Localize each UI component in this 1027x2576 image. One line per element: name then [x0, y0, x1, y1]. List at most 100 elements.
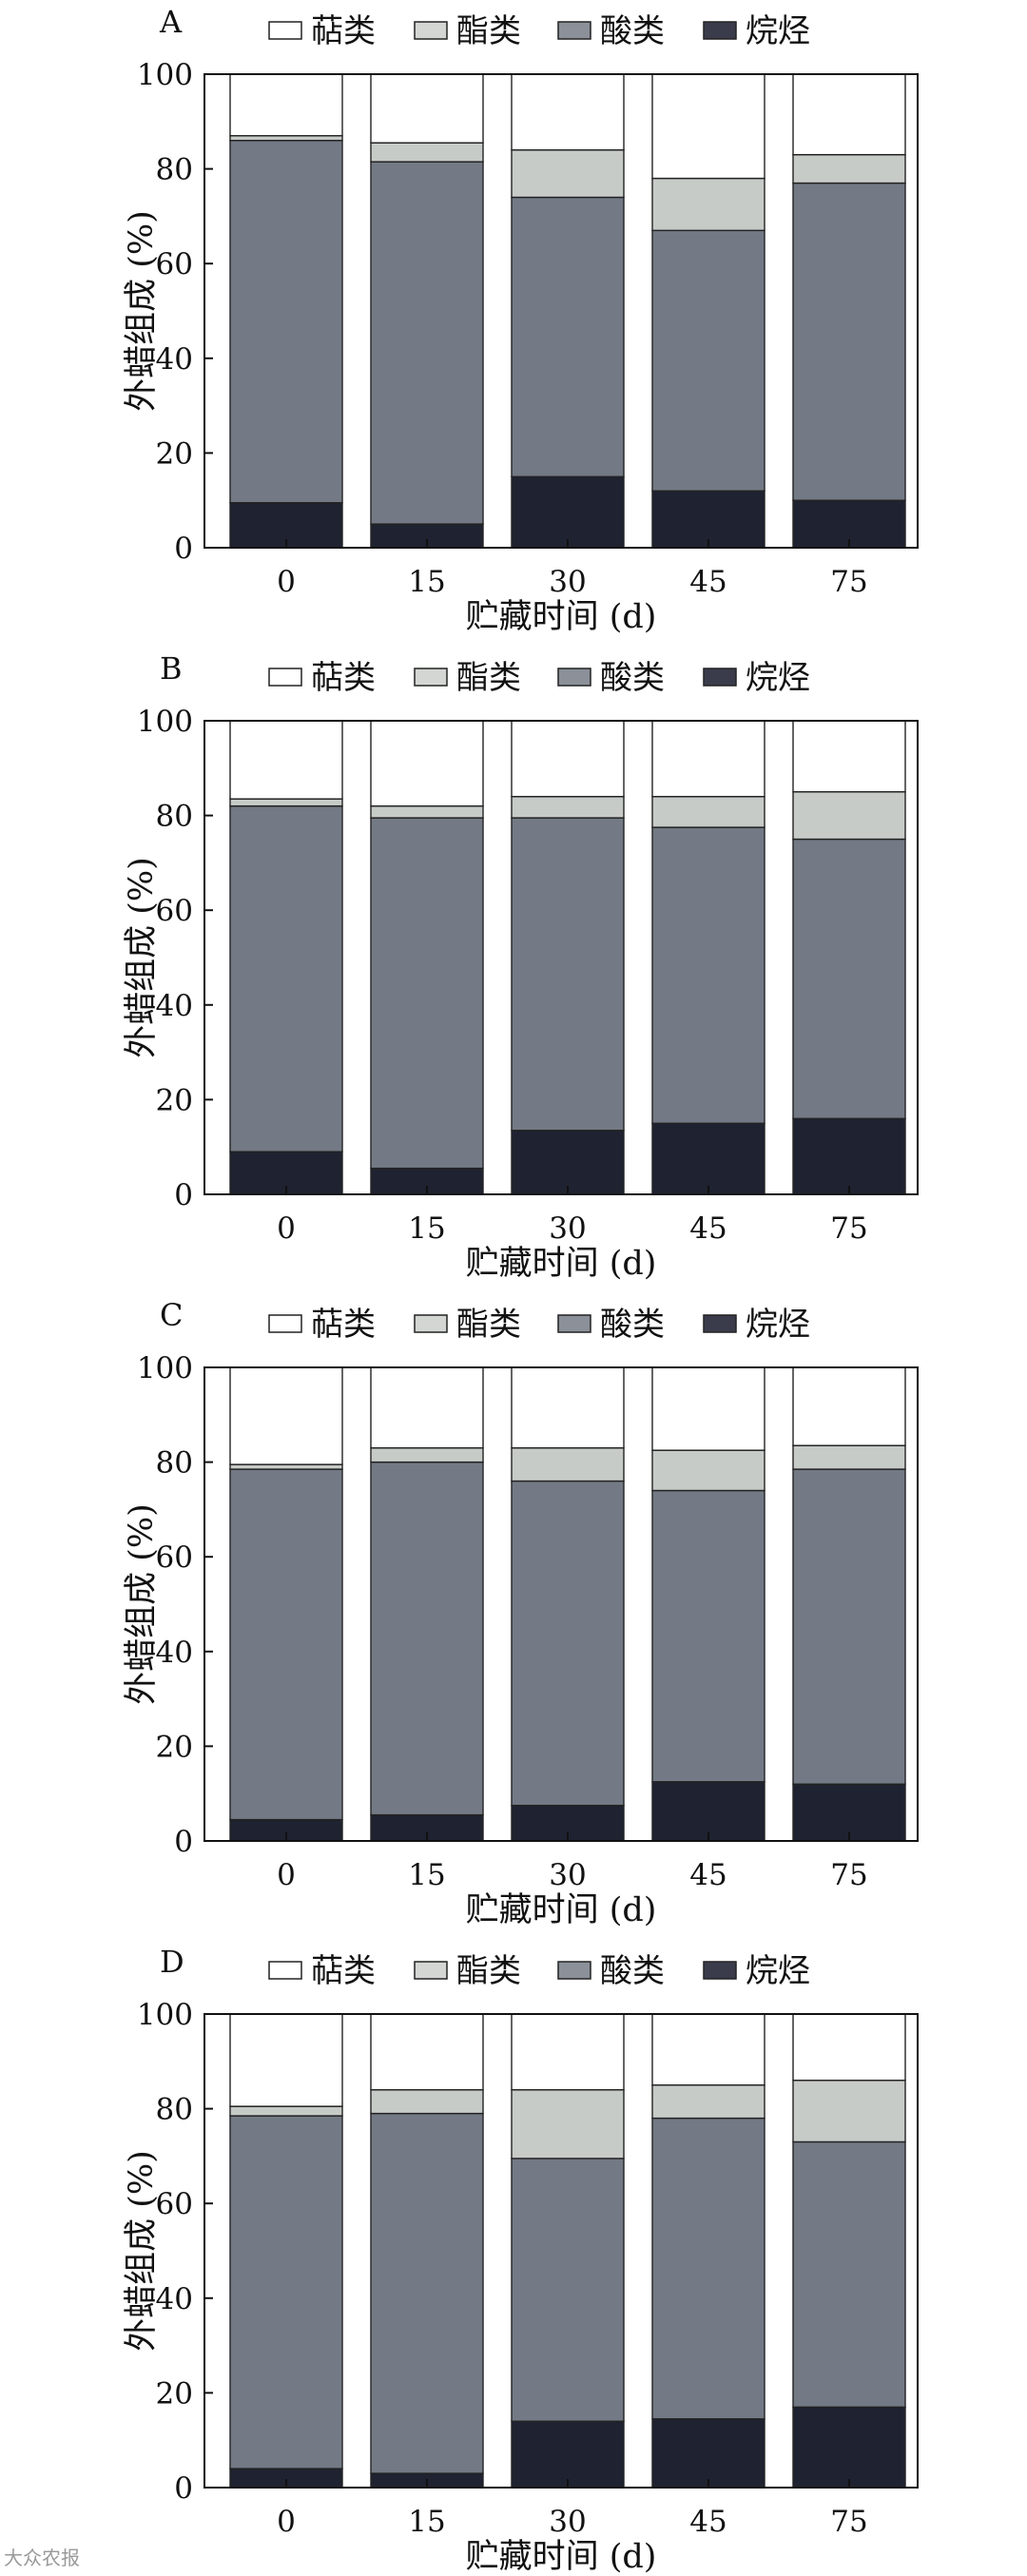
legend-label: 酸类 — [600, 1952, 665, 1990]
y-tick-label: 80 — [156, 1446, 193, 1481]
x-tick-label: 45 — [689, 2505, 727, 2539]
legend-swatch — [557, 668, 591, 687]
bar-segment — [792, 2406, 906, 2489]
y-tick-label: 80 — [156, 2093, 193, 2127]
y-tick-label: 80 — [156, 800, 193, 834]
y-tick-label: 80 — [156, 153, 193, 187]
bar-segment — [229, 2013, 343, 2107]
x-axis-title: 贮藏时间 (d) — [466, 598, 657, 636]
panel-label: C — [160, 1297, 183, 1333]
bar-segment — [370, 1446, 484, 1463]
legend-label: 酸类 — [600, 12, 665, 50]
legend-label: 烷烃 — [746, 1952, 810, 1990]
x-tick-label: 75 — [830, 1211, 867, 1246]
legend-label: 萜类 — [311, 12, 376, 50]
bar-segment — [792, 73, 906, 156]
legend-swatch — [703, 21, 737, 40]
plot-frame — [203, 720, 919, 1195]
x-tick-label: 0 — [277, 565, 296, 599]
bar-segment — [651, 1781, 765, 1842]
bar-segment — [511, 2158, 625, 2422]
bar-segment — [229, 804, 343, 1152]
x-tick-label: 30 — [549, 565, 586, 599]
legend-swatch — [414, 1314, 448, 1333]
legend-label: 萜类 — [311, 1306, 376, 1344]
bar-segment — [511, 2420, 625, 2489]
bar-segment — [370, 1366, 484, 1449]
bar-segment — [651, 2117, 765, 2420]
bar-segment — [511, 2088, 625, 2160]
y-axis-title: 外蜡组成 (%) — [123, 857, 161, 1058]
bar-segment — [370, 142, 484, 163]
bar-segment — [792, 720, 906, 793]
bar-segment — [229, 73, 343, 137]
y-tick-label: 100 — [137, 58, 193, 92]
bar-segment — [792, 1117, 906, 1195]
bar-segment — [370, 1461, 484, 1816]
bar-segment — [651, 2083, 765, 2120]
legend-swatch — [268, 21, 302, 40]
y-tick-label: 100 — [137, 1998, 193, 2032]
bar-segment — [651, 826, 765, 1124]
bar-segment — [792, 1783, 906, 1842]
bar-segment — [511, 817, 625, 1132]
legend-swatch — [414, 668, 448, 687]
y-tick-label: 40 — [156, 1636, 193, 1670]
legend-swatch — [557, 1314, 591, 1333]
x-tick-label: 15 — [408, 1211, 445, 1246]
bar-segment — [792, 1468, 906, 1785]
bar-segment — [651, 1366, 765, 1451]
y-tick-label: 100 — [137, 705, 193, 739]
plot-frame — [203, 1366, 919, 1842]
y-tick-label: 40 — [156, 989, 193, 1023]
bar-segment — [792, 182, 906, 501]
bar-segment — [370, 804, 484, 819]
y-axis-title: 外蜡组成 (%) — [123, 2150, 161, 2352]
bar-segment — [651, 2418, 765, 2489]
bar-segment — [370, 161, 484, 525]
bar-segment — [792, 838, 906, 1120]
legend-swatch — [557, 21, 591, 40]
x-tick-label: 30 — [549, 2505, 586, 2539]
chart-panel-b: B 萜类 酯类 酸类 烷烃 0 20 40 60 80 100 0 15 30 45 75 贮藏时间 (d) 外蜡… — [123, 650, 919, 1283]
legend-swatch — [557, 1961, 591, 1980]
bar-segment — [370, 720, 484, 807]
legend-label: 萜类 — [311, 659, 376, 697]
x-tick-label: 0 — [277, 1858, 296, 1892]
x-tick-label: 75 — [830, 2505, 867, 2539]
y-tick-label: 60 — [156, 2187, 193, 2221]
bar-segment — [511, 720, 625, 798]
y-tick-label: 60 — [156, 1540, 193, 1575]
x-tick-label: 45 — [689, 565, 727, 599]
legend-label: 酸类 — [600, 659, 665, 697]
bar-segment — [511, 1366, 625, 1449]
x-tick-label: 75 — [830, 565, 867, 599]
x-tick-label: 30 — [549, 1211, 586, 1246]
x-tick-label: 45 — [689, 1211, 727, 1246]
y-tick-label: 20 — [156, 2376, 193, 2411]
y-axis-title: 外蜡组成 (%) — [123, 1503, 161, 1705]
legend-label: 酯类 — [456, 12, 521, 50]
x-tick-label: 75 — [830, 1858, 867, 1892]
bar-segment — [792, 2140, 906, 2409]
bar-segment — [511, 148, 625, 199]
chart-panel-a: A 萜类 酯类 酸类 烷烃 0 20 40 60 80 100 0 15 30 45 75 贮藏时间 (d) 外蜡… — [123, 4, 919, 636]
legend-label: 烷烃 — [746, 12, 810, 50]
legend-swatch — [414, 1961, 448, 1980]
y-tick-label: 40 — [156, 2282, 193, 2316]
legend-label: 酸类 — [600, 1306, 665, 1344]
bar-segment — [511, 475, 625, 549]
bar-segment — [229, 720, 343, 800]
bar-segment — [651, 1489, 765, 1783]
bar-segment — [370, 73, 484, 144]
y-tick-label: 60 — [156, 894, 193, 928]
bar-segment — [792, 791, 906, 841]
bar-segment — [229, 135, 343, 142]
bar-segment — [229, 1366, 343, 1465]
y-tick-label: 20 — [156, 1730, 193, 1764]
bar-segment — [792, 1444, 906, 1470]
legend-swatch — [414, 21, 448, 40]
x-tick-label: 0 — [277, 1211, 296, 1246]
plot-frame — [203, 73, 919, 549]
x-axis-title: 贮藏时间 (d) — [466, 2538, 657, 2576]
